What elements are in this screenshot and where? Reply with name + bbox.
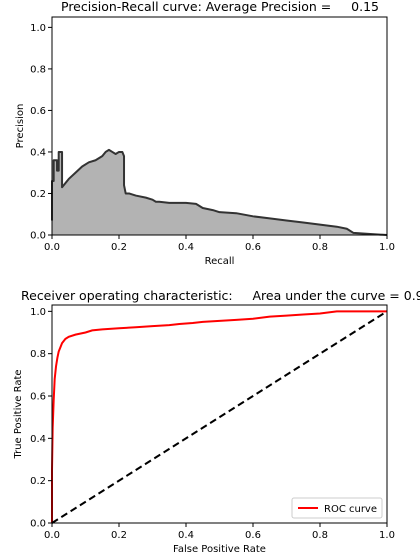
chart-title: Precision-Recall curve: Average Precisio…: [61, 0, 379, 14]
y-tick-label: 0.2: [30, 189, 46, 200]
x-axis-label: False Positive Rate: [173, 544, 266, 555]
chart-title: Receiver operating characteristic: Area …: [21, 288, 420, 303]
x-tick-label: 0.2: [111, 242, 127, 253]
x-tick-label: 0.4: [178, 530, 194, 541]
axes-frame: [51, 16, 388, 236]
y-tick-label: 0.0: [30, 231, 46, 242]
roc-chart: Receiver operating characteristic: Area …: [13, 288, 420, 555]
plot-area: [51, 148, 388, 236]
x-axis-label: Recall: [205, 256, 235, 267]
y-tick-label: 0.4: [30, 434, 46, 445]
legend-box: [291, 497, 383, 519]
pr-area-fill: [52, 149, 387, 235]
x-tick-label: 0.8: [312, 242, 328, 253]
axes-frame: [51, 304, 388, 524]
y-axis-ticks: 0.0 0.2 0.4 0.6 0.8 1.0: [30, 23, 52, 242]
x-tick-label: 0.6: [245, 530, 261, 541]
precision-recall-chart: Precision-Recall curve: Average Precisio…: [15, 0, 395, 267]
y-axis-label: Precision: [15, 104, 26, 149]
roc-curve-line: [51, 310, 387, 523]
chance-diagonal-line: [51, 310, 388, 524]
y-tick-label: 0.8: [30, 64, 46, 75]
x-tick-label: 0.0: [44, 530, 60, 541]
y-axis-ticks: 0.0 0.2 0.4 0.6 0.8 1.0: [30, 307, 52, 530]
x-tick-label: 0.0: [44, 242, 60, 253]
y-tick-label: 0.6: [30, 106, 46, 117]
y-tick-label: 0.0: [30, 519, 46, 530]
y-tick-label: 0.6: [30, 392, 46, 403]
x-tick-label: 1.0: [379, 530, 395, 541]
x-tick-label: 1.0: [379, 242, 395, 253]
x-tick-label: 0.4: [178, 242, 194, 253]
y-tick-label: 0.2: [30, 476, 46, 487]
y-tick-label: 1.0: [30, 23, 46, 34]
plot-area: [51, 310, 388, 524]
x-tick-label: 0.2: [111, 530, 127, 541]
pr-curve-line: [51, 148, 388, 236]
y-tick-label: 0.4: [30, 147, 46, 158]
y-tick-label: 1.0: [30, 307, 46, 318]
legend-label: ROC curve: [324, 504, 377, 515]
y-tick-label: 0.8: [30, 349, 46, 360]
x-axis-ticks: 0.0 0.2 0.4 0.6 0.8 1.0: [44, 523, 395, 541]
x-tick-label: 0.6: [245, 242, 261, 253]
x-tick-label: 0.8: [312, 530, 328, 541]
y-axis-label: True Positive Rate: [13, 369, 24, 459]
x-axis-ticks: 0.0 0.2 0.4 0.6 0.8 1.0: [44, 235, 395, 253]
legend: ROC curve: [291, 497, 383, 519]
